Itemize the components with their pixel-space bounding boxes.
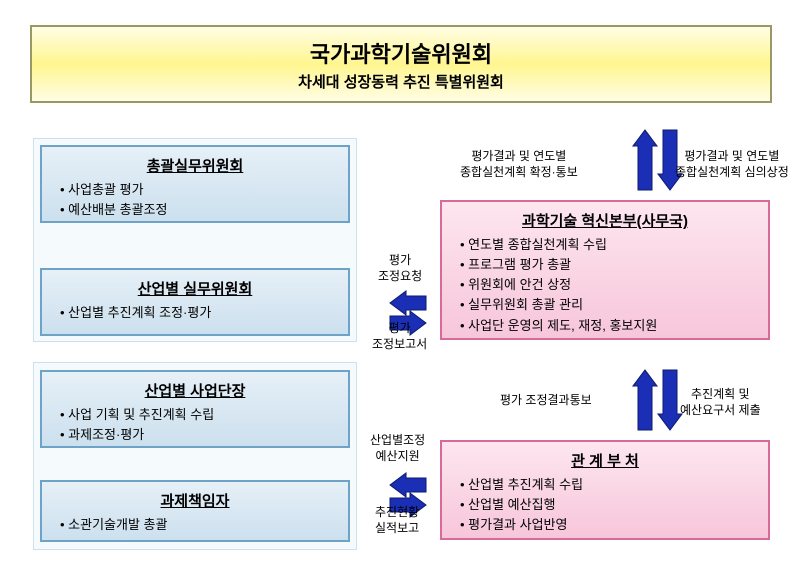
l8-label: 추진현황실적보고 <box>375 504 419 536</box>
list-item: 산업별 추진계획 수립 <box>460 475 754 495</box>
b2-list: 산업별 추진계획 조정·평가 <box>56 303 334 323</box>
b3-list: 사업 기획 및 추진계획 수립과제조정·평가 <box>56 405 334 445</box>
list-item: 실무위원회 총괄 관리 <box>460 295 754 315</box>
l5-label: 평가 조정결과통보 <box>500 392 592 408</box>
l3-label: 평가조정요청 <box>378 252 422 284</box>
r2-list: 산업별 추진계획 수립산업별 예산집행평가결과 사업반영 <box>456 475 754 535</box>
list-item: 소관기술개발 총괄 <box>60 515 334 535</box>
r2-title: 관 계 부 처 <box>456 450 754 471</box>
list-item: 예산배분 총괄조정 <box>60 200 334 220</box>
b1-box: 총괄실무위원회사업총괄 평가예산배분 총괄조정 <box>40 145 350 223</box>
l1-label: 평가결과 및 연도별종합실천계획 확정·통보 <box>460 148 578 180</box>
header-subtitle: 차세대 성장동력 추진 특별위원회 <box>298 71 504 92</box>
b2-box: 산업별 실무위원회산업별 추진계획 조정·평가 <box>40 268 350 336</box>
r1-box: 과학기술 혁신본부(사무국) 연도별 종합실천계획 수립프로그램 평가 총괄위원회… <box>440 200 770 340</box>
r2-box: 관 계 부 처산업별 추진계획 수립산업별 예산집행평가결과 사업반영 <box>440 440 770 540</box>
b4-list: 소관기술개발 총괄 <box>56 515 334 535</box>
l7-label: 산업별조정예산지원 <box>370 432 425 464</box>
list-item: 과제조정·평가 <box>60 425 334 445</box>
b1-list: 사업총괄 평가예산배분 총괄조정 <box>56 180 334 220</box>
list-item: 위원회에 안건 상정 <box>460 275 754 295</box>
l2-label: 평가결과 및 연도별종합실천계획 심의상정 <box>675 148 789 180</box>
header-title: 국가과학기술위원회 <box>310 37 492 69</box>
list-item: 평가결과 사업반영 <box>460 515 754 535</box>
b4-title: 과제책임자 <box>56 490 334 511</box>
list-item: 산업별 예산집행 <box>460 495 754 515</box>
l4-label: 평가조정보고서 <box>372 320 427 352</box>
r1-list: 연도별 종합실천계획 수립프로그램 평가 총괄위원회에 안건 상정실무위원회 총… <box>456 235 754 336</box>
list-item: 연도별 종합실천계획 수립 <box>460 235 754 255</box>
list-item: 사업 기획 및 추진계획 수립 <box>60 405 334 425</box>
b3-title: 산업별 사업단장 <box>56 380 334 401</box>
r1-title: 과학기술 혁신본부(사무국) <box>456 210 754 231</box>
b2-title: 산업별 실무위원회 <box>56 278 334 299</box>
list-item: 산업별 추진계획 조정·평가 <box>60 303 334 323</box>
b1-title: 총괄실무위원회 <box>56 155 334 176</box>
b4-box: 과제책임자소관기술개발 총괄 <box>40 480 350 542</box>
b3-box: 산업별 사업단장사업 기획 및 추진계획 수립과제조정·평가 <box>40 370 350 448</box>
l6-label: 추진계획 및예산요구서 제출 <box>680 386 761 418</box>
list-item: 프로그램 평가 총괄 <box>460 255 754 275</box>
list-item: 사업단 운영의 제도, 재정, 홍보지원 <box>460 316 754 336</box>
header-box: 국가과학기술위원회 차세대 성장동력 추진 특별위원회 <box>30 25 772 103</box>
list-item: 사업총괄 평가 <box>60 180 334 200</box>
